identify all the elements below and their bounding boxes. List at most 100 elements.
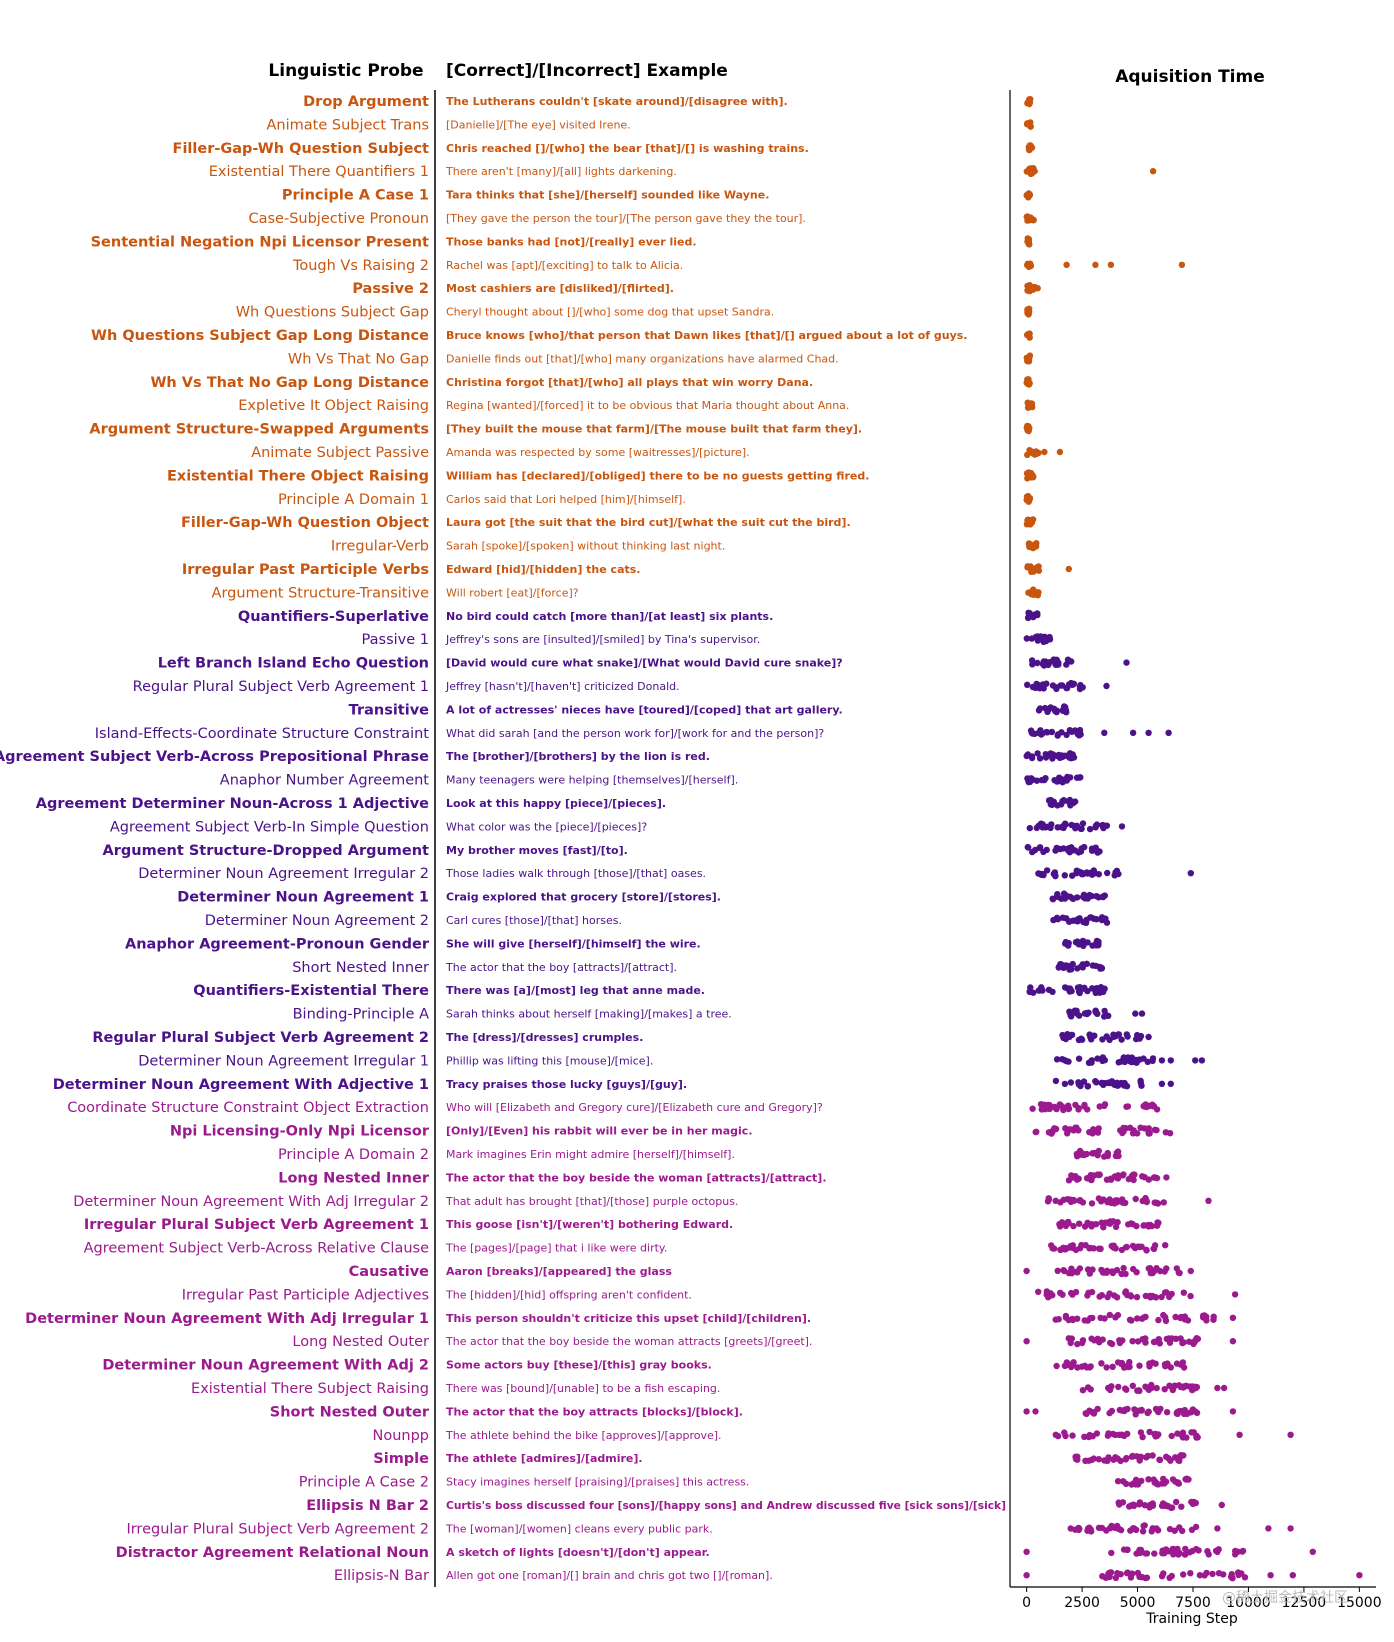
probe-label: Filler-Gap-Wh Question Subject — [173, 141, 430, 157]
probe-label: Binding-Principle A — [293, 1007, 429, 1023]
example-sentence: The actor that the boy beside the woman … — [446, 1171, 827, 1184]
acquisition-outlier — [1158, 1080, 1166, 1088]
probe-label: Passive 2 — [352, 281, 429, 297]
acquisition-outlier — [1158, 1057, 1166, 1064]
acquisition-point — [1073, 822, 1081, 829]
acquisition-point — [1170, 1551, 1177, 1558]
acquisition-point — [1079, 1337, 1087, 1344]
acquisition-point — [1163, 1335, 1171, 1343]
acquisition-point — [1122, 1406, 1130, 1413]
acquisition-point — [1024, 99, 1031, 106]
acquisition-point — [1135, 1387, 1143, 1394]
acquisition-outlier — [1214, 1525, 1221, 1532]
acquisition-point — [1057, 1289, 1064, 1297]
acquisition-point — [1154, 1219, 1161, 1226]
acquisition-point — [1153, 1384, 1160, 1392]
acquisition-point — [1055, 964, 1062, 971]
acquisition-point — [1113, 1294, 1121, 1301]
acquisition-point — [1072, 1101, 1079, 1109]
acquisition-point — [1036, 844, 1044, 851]
acquisition-point — [1030, 216, 1037, 224]
acquisition-point — [1153, 1525, 1160, 1532]
acquisition-point — [1034, 592, 1042, 599]
acquisition-point — [1029, 1105, 1036, 1112]
probe-label: Ellipsis N Bar 2 — [306, 1498, 429, 1514]
acquisition-point — [1142, 1550, 1149, 1557]
acquisition-point — [1029, 566, 1037, 574]
acquisition-point — [1053, 1362, 1060, 1370]
acquisition-point — [1143, 1246, 1150, 1254]
acquisition-point — [1142, 1383, 1149, 1390]
x-tick-label: 12500 — [1282, 1595, 1327, 1611]
acquisition-point — [1024, 423, 1031, 430]
acquisition-point — [1147, 1221, 1154, 1229]
acquisition-point — [1100, 1224, 1107, 1231]
x-tick-label: 0 — [1022, 1595, 1031, 1611]
example-sentence: Jeffrey [hasn't]/[haven't] criticized Do… — [445, 680, 680, 693]
acquisition-point — [1094, 848, 1101, 855]
acquisition-point — [1062, 940, 1069, 947]
acquisition-point — [1117, 1526, 1125, 1534]
acquisition-point — [1169, 1476, 1177, 1483]
acquisition-point — [1129, 1220, 1136, 1228]
example-sentence: Most cashiers are [disliked]/[flirted]. — [446, 282, 674, 295]
probe-label: Existential There Quantifiers 1 — [209, 164, 429, 180]
acquisition-point — [1045, 1129, 1053, 1136]
probe-label: Wh Vs That No Gap — [288, 351, 429, 367]
acquisition-point — [1088, 1036, 1095, 1043]
example-column-header: [Correct]/[Incorrect] Example — [446, 61, 728, 81]
acquisition-point — [1046, 1101, 1053, 1109]
acquisition-point — [1201, 1312, 1208, 1319]
acquisition-point — [1042, 824, 1049, 831]
acquisition-point — [1056, 1101, 1064, 1108]
acquisition-point — [1097, 1314, 1104, 1322]
probe-label: Determiner Noun Agreement With Adj 2 — [102, 1358, 429, 1374]
acquisition-point — [1079, 820, 1087, 827]
acquisition-point — [1065, 1102, 1072, 1109]
acquisition-point — [1098, 914, 1106, 921]
acquisition-point — [1093, 893, 1100, 900]
acquisition-point — [1118, 1036, 1125, 1043]
acquisition-point — [1053, 1056, 1061, 1063]
example-sentence: The actor that the boy beside the woman … — [445, 1335, 812, 1348]
acquisition-point — [1026, 988, 1033, 995]
acquisition-point — [1069, 1432, 1076, 1439]
acquisition-point — [1118, 1431, 1125, 1438]
acquisition-outlier — [1309, 1548, 1317, 1556]
rows: Drop Argument The Lutherans couldn't [ska… — [0, 94, 1006, 1584]
acquisition-point — [1107, 1339, 1114, 1347]
acquisition-outlier — [1107, 261, 1115, 268]
acquisition-point — [1162, 1314, 1169, 1321]
probe-label: Agreement Subject Verb-Across Prepositio… — [0, 749, 429, 765]
probe-label: Principle A Case 2 — [299, 1475, 429, 1491]
example-sentence: Regina [wanted]/[forced] it to be obviou… — [446, 399, 849, 412]
example-sentence: Chris reached []/[who] the bear [that]/[… — [446, 142, 809, 155]
acquisition-point — [1160, 1475, 1167, 1483]
acquisition-point — [1046, 633, 1053, 641]
acquisition-point — [1155, 1316, 1162, 1324]
acquisition-outlier — [1103, 682, 1110, 690]
probe-label: Island-Effects-Coordinate Structure Cons… — [95, 726, 430, 742]
example-sentence: Will robert [eat]/[force]? — [446, 586, 579, 599]
acquisition-point — [1152, 1360, 1159, 1367]
probe-label: Ellipsis-N Bar — [334, 1568, 429, 1584]
acquisition-outlier — [1092, 261, 1099, 268]
acquisition-point — [1083, 916, 1090, 923]
acquisition-point — [1104, 869, 1111, 877]
acquisition-point — [1049, 896, 1057, 903]
acquisition-point — [1081, 1010, 1089, 1017]
acquisition-point — [1060, 1267, 1067, 1274]
acquisition-point — [1074, 1364, 1081, 1371]
acquisition-outlier — [1065, 565, 1073, 573]
acquisition-point — [1068, 1268, 1075, 1276]
acquisition-point — [1120, 1124, 1127, 1132]
acquisition-point — [1151, 1174, 1159, 1181]
acquisition-point — [1059, 682, 1066, 689]
example-sentence: Craig explored that grocery [store]/[sto… — [446, 891, 721, 904]
acquisition-point — [1181, 1406, 1189, 1414]
acquisition-outlier — [1187, 870, 1195, 877]
acquisition-point — [1132, 1195, 1139, 1203]
acquisition-point — [1026, 330, 1033, 337]
acquisition-outlier — [1023, 1338, 1030, 1345]
acquisition-point — [1052, 1316, 1059, 1323]
